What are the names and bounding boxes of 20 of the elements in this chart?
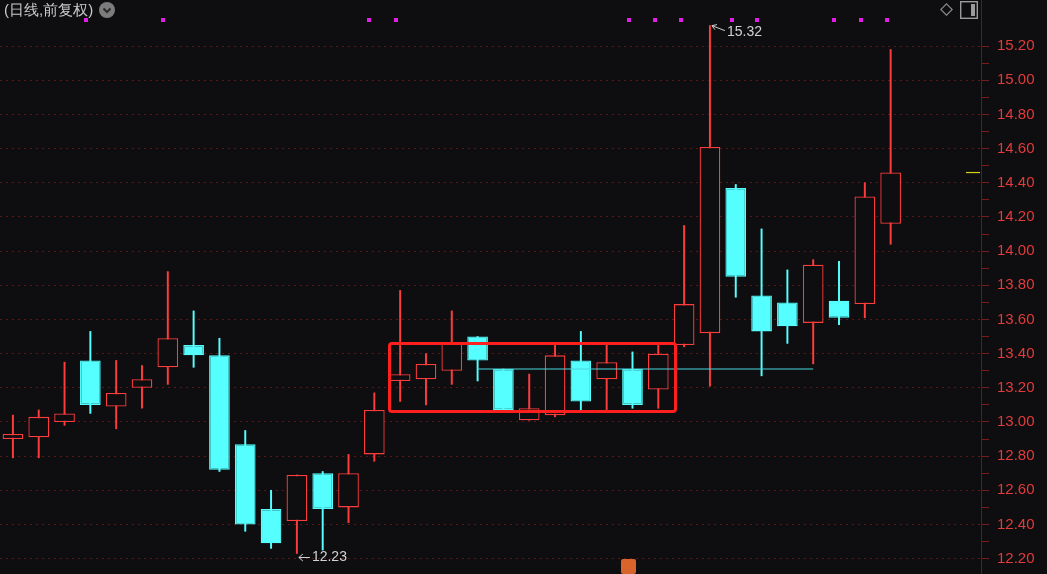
candlestick [389, 290, 411, 402]
y-tick-label: 13.80 [997, 275, 1035, 293]
y-tick-label: 13.00 [997, 412, 1035, 430]
y-tick-label: 12.20 [997, 548, 1035, 566]
y-tick-label: 13.20 [997, 377, 1035, 395]
y-tick-label: 14.20 [997, 207, 1035, 225]
y-tick-label: 15.20 [997, 36, 1035, 54]
y-tick-label: 12.80 [997, 446, 1035, 464]
y-tick-label: 12.60 [997, 480, 1035, 498]
y-tick-label: 12.40 [997, 514, 1035, 532]
annotation: 15.32 [726, 23, 763, 40]
y-tick-label: 13.40 [997, 343, 1035, 361]
annotation: 12.23 [311, 548, 348, 565]
y-tick-label: 13.60 [997, 309, 1035, 327]
y-tick-label: 14.00 [997, 241, 1035, 259]
y-tick-label: 14.60 [997, 138, 1035, 156]
chart-title: (日线,前复权) [4, 1, 94, 19]
y-tick-label: 14.40 [997, 172, 1035, 190]
y-tick-label: 14.80 [997, 104, 1035, 122]
y-tick-label: 15.00 [997, 70, 1035, 88]
